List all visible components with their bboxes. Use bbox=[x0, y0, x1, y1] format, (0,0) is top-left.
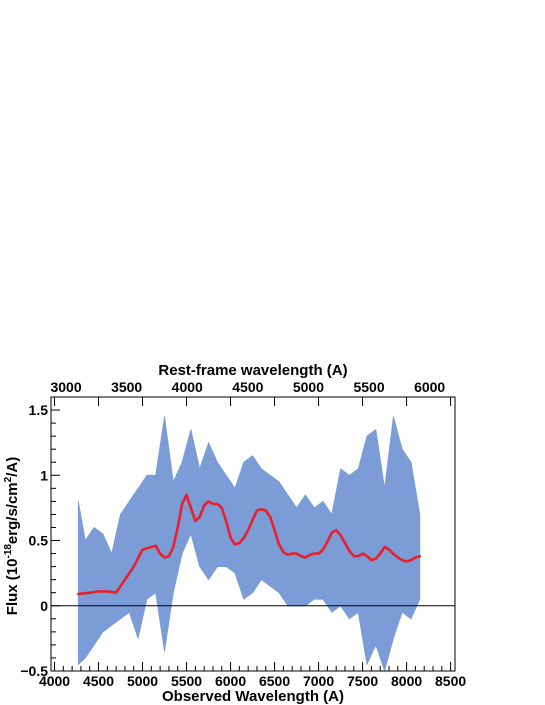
x-tick-label: 8000 bbox=[391, 673, 422, 689]
y-tick-label: 0 bbox=[40, 598, 48, 614]
x-tick-label: 4500 bbox=[83, 673, 114, 689]
y-tick-label: 0.5 bbox=[29, 533, 49, 549]
x-tick-label: 5000 bbox=[127, 673, 158, 689]
x-tick-label: 8500 bbox=[435, 673, 466, 689]
top-x-tick-label: 3500 bbox=[111, 379, 142, 395]
y-axis: −0.5 0 0.5 1 1.5 bbox=[20, 402, 60, 679]
y-tick-label: 1.5 bbox=[29, 402, 49, 418]
x-tick-label: 6500 bbox=[259, 673, 290, 689]
y-tick-label: −0.5 bbox=[20, 663, 48, 679]
y-tick-label: 1 bbox=[40, 467, 48, 483]
plot-frame bbox=[50, 396, 456, 672]
x-tick-label: 4000 bbox=[39, 673, 70, 689]
x-tick-label: 6000 bbox=[215, 673, 246, 689]
top-x-axis: 3000 3500 4000 4500 5000 5500 6000 bbox=[50, 379, 445, 395]
top-x-tick-label: 5000 bbox=[293, 379, 324, 395]
x-tick-label: 7500 bbox=[347, 673, 378, 689]
top-x-tick-label: 3000 bbox=[50, 379, 81, 395]
x-tick-label: 5500 bbox=[171, 673, 202, 689]
top-x-tick-label: 6000 bbox=[414, 379, 445, 395]
bottom-x-axis: 4000 4500 5000 5500 6000 6500 7000 7500 8000 8500 bbox=[39, 397, 466, 689]
plot-area bbox=[77, 416, 422, 672]
x-axis-title: Observed Wavelength (A) bbox=[162, 688, 344, 705]
top-x-axis-title: Rest-frame wavelength (A) bbox=[158, 362, 347, 379]
top-x-tick-label: 4000 bbox=[172, 379, 203, 395]
spectrum-band bbox=[77, 416, 421, 672]
y-axis-title: Flux (10-18erg/s/cm2/A) bbox=[3, 457, 21, 615]
top-x-tick-label: 5500 bbox=[353, 379, 384, 395]
top-x-tick-label: 4500 bbox=[232, 379, 263, 395]
smoothed-spectrum-line bbox=[77, 493, 422, 596]
x-tick-label: 7000 bbox=[303, 673, 334, 689]
